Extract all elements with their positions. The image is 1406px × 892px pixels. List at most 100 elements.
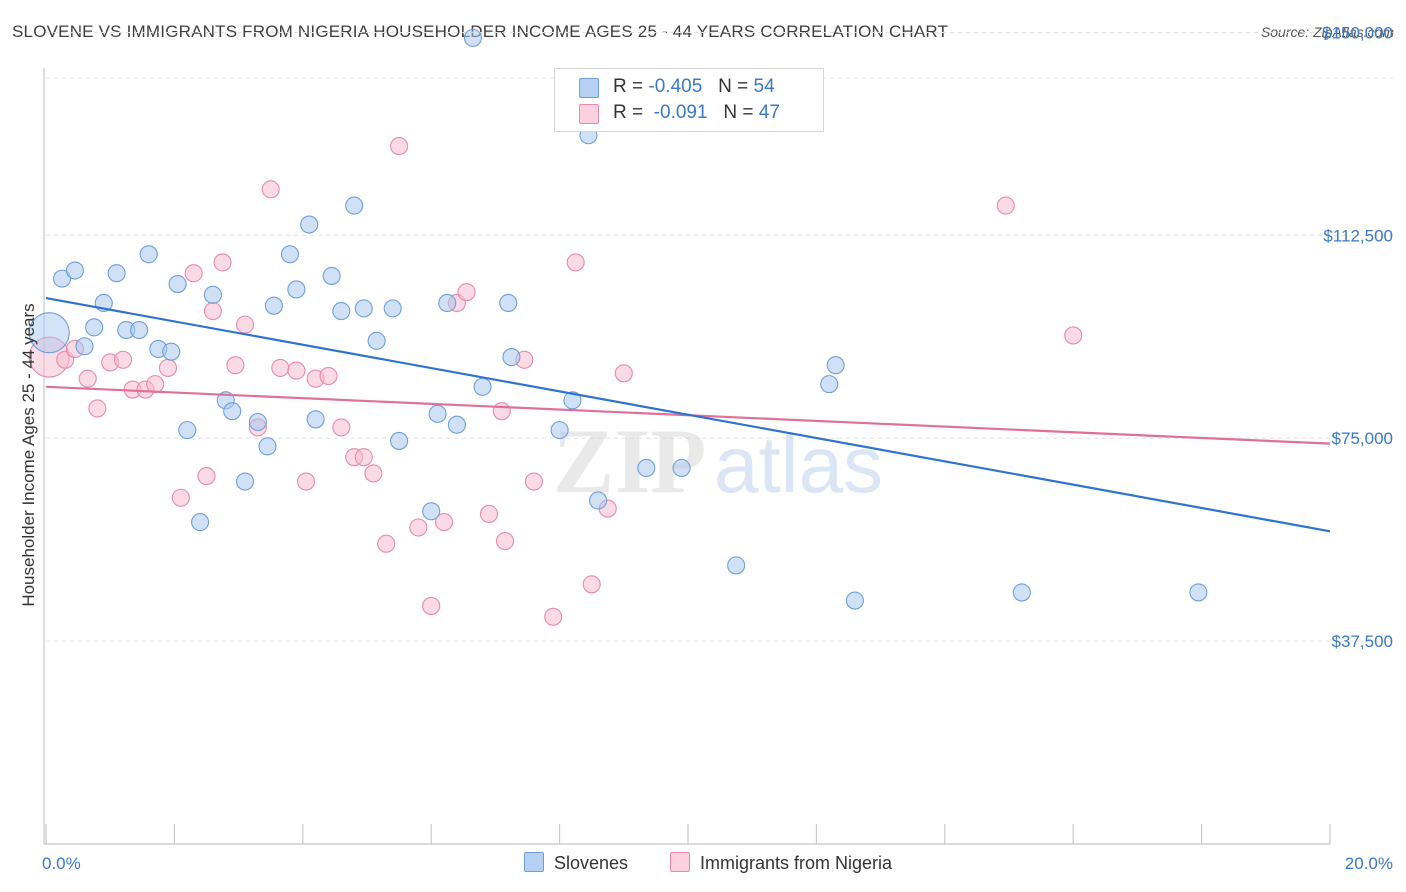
correlation-legend: R = -0.405 N = 54 R = -0.091 N = 47 bbox=[554, 68, 824, 132]
point-slovenes bbox=[727, 556, 746, 575]
point-slovenes bbox=[258, 437, 277, 456]
point-slovenes bbox=[332, 302, 351, 321]
point-slovenes bbox=[345, 196, 364, 215]
point-slovenes bbox=[463, 28, 482, 47]
point-slovenes bbox=[438, 293, 457, 313]
trend-line-slovenes bbox=[45, 297, 1331, 533]
point-nigeria bbox=[354, 448, 373, 467]
point-slovenes bbox=[428, 404, 447, 423]
point-nigeria bbox=[422, 596, 441, 615]
point-nigeria bbox=[582, 575, 601, 594]
point-slovenes bbox=[287, 280, 306, 299]
point-slovenes bbox=[447, 415, 466, 434]
point-slovenes bbox=[354, 299, 373, 318]
chart-title: SLOVENE VS IMMIGRANTS FROM NIGERIA HOUSE… bbox=[12, 22, 949, 41]
bottom-legend-nigeria: Immigrants from Nigeria bbox=[670, 852, 892, 874]
point-slovenes bbox=[75, 337, 94, 356]
point-nigeria bbox=[1064, 326, 1083, 345]
point-slovenes bbox=[139, 245, 158, 264]
r-value: -0.405 bbox=[648, 76, 703, 97]
trend-lines bbox=[45, 297, 1331, 533]
point-nigeria bbox=[332, 418, 351, 437]
series-nigeria-points bbox=[28, 137, 1083, 626]
point-slovenes bbox=[422, 502, 441, 521]
point-nigeria bbox=[197, 467, 216, 486]
legend-swatch-pink bbox=[670, 852, 690, 872]
point-nigeria bbox=[492, 402, 511, 421]
point-slovenes bbox=[130, 320, 149, 340]
point-slovenes bbox=[65, 261, 84, 280]
y-tick-labels: $37,500 $75,000 $112,500 $150,000 bbox=[1322, 23, 1393, 651]
point-slovenes bbox=[1189, 583, 1208, 602]
point-slovenes bbox=[168, 274, 187, 294]
point-slovenes bbox=[502, 348, 521, 367]
y-tick-label: $112,500 bbox=[1323, 226, 1393, 245]
point-slovenes bbox=[178, 421, 197, 440]
y-tick-label: $150,000 bbox=[1322, 23, 1393, 42]
point-nigeria bbox=[524, 472, 543, 491]
point-nigeria bbox=[409, 518, 428, 537]
point-nigeria bbox=[113, 350, 133, 369]
point-slovenes bbox=[306, 410, 325, 429]
point-nigeria bbox=[226, 356, 245, 375]
n-value: 47 bbox=[758, 102, 780, 123]
point-nigeria bbox=[287, 361, 306, 380]
point-nigeria bbox=[296, 472, 316, 491]
axes bbox=[43, 68, 1331, 845]
point-slovenes bbox=[1012, 583, 1031, 602]
point-slovenes bbox=[845, 591, 864, 610]
legend-swatch-blue bbox=[579, 78, 599, 98]
point-nigeria bbox=[457, 283, 476, 302]
n-label: N = bbox=[718, 76, 749, 97]
point-slovenes bbox=[191, 513, 210, 532]
point-slovenes bbox=[223, 402, 242, 421]
legend-label-nigeria: Immigrants from Nigeria bbox=[700, 853, 893, 873]
point-nigeria bbox=[390, 137, 409, 156]
point-slovenes bbox=[826, 356, 845, 375]
point-nigeria bbox=[78, 369, 97, 388]
legend-stats-nigeria: R = -0.091 N = 47 bbox=[613, 102, 780, 124]
point-nigeria bbox=[479, 504, 499, 524]
legend-stats-slovenes: R = -0.405 N = 54 bbox=[613, 76, 775, 98]
point-slovenes bbox=[390, 431, 409, 450]
point-nigeria bbox=[203, 302, 222, 321]
legend-label-slovenes: Slovenes bbox=[554, 853, 629, 873]
point-nigeria bbox=[261, 180, 280, 199]
point-nigeria bbox=[235, 315, 255, 334]
y-tick-label: $75,000 bbox=[1332, 429, 1393, 448]
point-slovenes bbox=[85, 318, 104, 337]
point-slovenes bbox=[383, 299, 402, 318]
point-nigeria bbox=[171, 488, 190, 507]
point-slovenes bbox=[162, 342, 181, 361]
point-nigeria bbox=[213, 253, 232, 272]
point-slovenes bbox=[637, 458, 656, 478]
point-slovenes bbox=[280, 245, 300, 264]
point-nigeria bbox=[566, 253, 585, 272]
point-slovenes bbox=[473, 377, 492, 396]
point-nigeria bbox=[614, 364, 633, 383]
legend-swatch-pink bbox=[579, 104, 599, 124]
point-nigeria bbox=[184, 264, 203, 283]
point-slovenes bbox=[820, 375, 839, 394]
point-slovenes bbox=[550, 421, 569, 440]
x-tick-label-min: 0.0% bbox=[42, 854, 81, 873]
point-slovenes bbox=[367, 331, 386, 350]
r-value: -0.091 bbox=[653, 102, 708, 123]
r-label: R = bbox=[613, 102, 644, 123]
point-slovenes bbox=[499, 293, 518, 313]
bottom-legend-slovenes: Slovenes bbox=[524, 852, 628, 874]
series-slovenes-points bbox=[28, 28, 1208, 610]
y-axis-label: Householder Income Ages 25 - 44 years bbox=[19, 303, 38, 606]
point-nigeria bbox=[271, 358, 290, 377]
point-slovenes bbox=[28, 312, 70, 354]
n-label: N = bbox=[723, 102, 754, 123]
watermark-atlas: atlas bbox=[714, 420, 883, 509]
point-nigeria bbox=[544, 607, 563, 626]
point-nigeria bbox=[495, 531, 515, 551]
point-nigeria bbox=[364, 464, 383, 483]
point-slovenes bbox=[672, 458, 691, 478]
point-slovenes bbox=[107, 264, 126, 283]
point-slovenes bbox=[264, 296, 283, 315]
point-slovenes bbox=[203, 285, 222, 304]
point-nigeria bbox=[158, 358, 178, 377]
